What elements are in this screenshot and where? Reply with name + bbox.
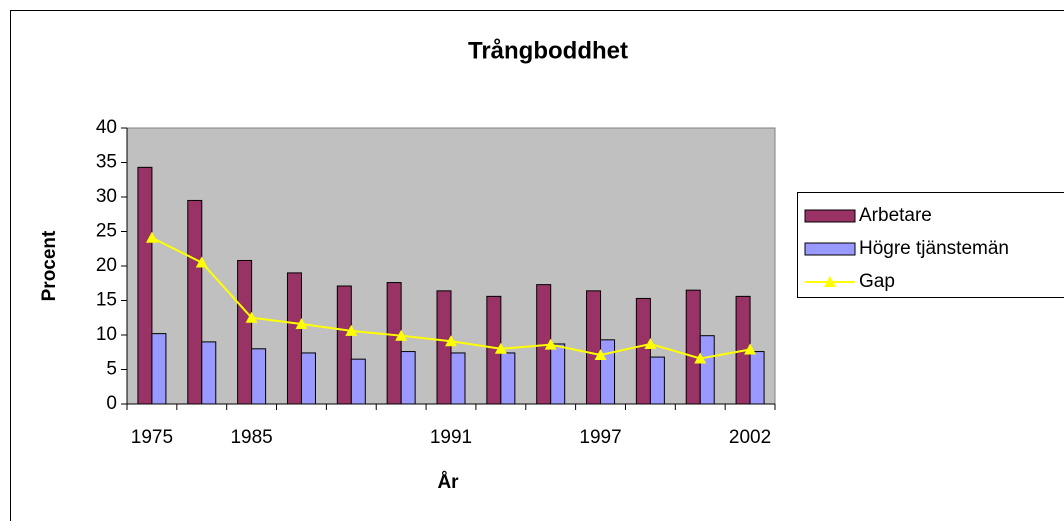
y-tick-label: 0 — [106, 393, 117, 414]
y-tick-label: 25 — [96, 221, 117, 242]
bar — [635, 297, 651, 405]
bar — [649, 356, 665, 405]
y-tick-label: 5 — [106, 359, 117, 380]
marker — [345, 324, 358, 336]
marker — [494, 342, 507, 354]
bar — [699, 335, 715, 405]
y-tick-label: 40 — [96, 117, 117, 138]
bar — [749, 351, 765, 405]
chart-title: Trångboddhet — [468, 37, 628, 64]
bar — [286, 272, 302, 405]
y-axis-title: Procent — [39, 230, 60, 301]
marker — [195, 256, 208, 268]
legend-label: Arbetare — [859, 205, 932, 226]
bar — [300, 352, 316, 405]
y-tick-label: 30 — [96, 186, 117, 207]
marker — [395, 329, 408, 341]
bar — [550, 343, 566, 405]
marker — [145, 231, 158, 243]
bar — [237, 259, 253, 405]
bar — [151, 333, 167, 405]
bar — [685, 289, 701, 405]
x-tick-label: 1997 — [579, 427, 621, 448]
bar — [400, 351, 416, 405]
bar — [500, 352, 516, 405]
marker — [644, 337, 657, 349]
marker — [694, 352, 707, 364]
bar — [386, 282, 402, 405]
marker — [295, 317, 308, 329]
x-axis-title: År — [437, 472, 459, 493]
bar — [350, 358, 366, 405]
x-tick-label: 1975 — [131, 427, 173, 448]
legend-marker — [824, 276, 836, 287]
bar — [600, 339, 616, 405]
marker — [744, 343, 757, 355]
bar — [336, 285, 352, 405]
bar — [586, 290, 602, 405]
y-tick-label: 10 — [96, 324, 117, 345]
y-tick-label: 20 — [96, 255, 117, 276]
marker — [245, 311, 258, 323]
y-tick-label: 35 — [96, 152, 117, 173]
bar — [251, 348, 267, 405]
x-tick-label: 1985 — [230, 427, 272, 448]
bar — [187, 199, 203, 405]
marker — [544, 338, 557, 350]
x-tick-label: 1991 — [430, 427, 472, 448]
legend-label: Gap — [859, 271, 895, 292]
marker — [445, 335, 457, 347]
bar — [201, 341, 217, 405]
bar — [137, 166, 153, 405]
x-tick-label: 2002 — [729, 427, 771, 448]
bar — [450, 352, 466, 405]
bar — [436, 290, 452, 405]
legend-swatch — [804, 209, 856, 223]
y-tick-label: 15 — [96, 290, 117, 311]
legend-swatch — [804, 242, 856, 256]
marker — [594, 349, 607, 361]
legend-label: Högre tjänstemän — [859, 238, 1009, 259]
